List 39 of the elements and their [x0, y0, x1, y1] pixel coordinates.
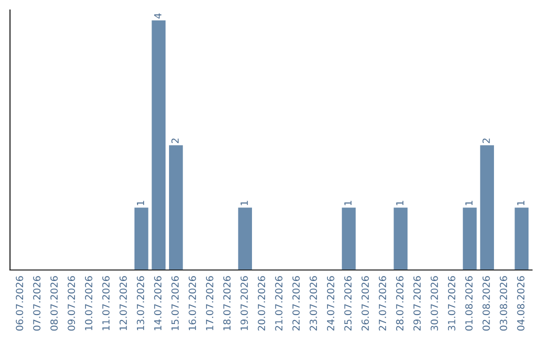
x-tick-label: 12.07.2026 [120, 276, 127, 330]
x-tick-label: 28.07.2026 [396, 276, 404, 331]
x-tick-label: 15.07.2026 [171, 276, 179, 330]
x-tick-label: 21.07.2026 [275, 276, 282, 331]
x-tick-label: 03.08.2026 [500, 276, 508, 331]
x-tick-label: 30.07.2026 [430, 276, 438, 330]
x-tick-label: 07.07.2026 [33, 276, 40, 331]
x-tick-label: 25.07.2026 [344, 276, 352, 331]
data-label: 1 [396, 200, 404, 206]
x-tick-label: 20.07.2026 [258, 276, 266, 331]
x-tick-label: 27.07.2026 [378, 276, 386, 331]
x-tick-label: 06.07.2026 [16, 276, 24, 331]
x-tick-label: 26.07.2026 [362, 276, 369, 331]
x-tick-label: 02.08.2026 [482, 276, 490, 331]
data-label: 1 [465, 200, 472, 206]
x-tick-label: 17.07.2026 [206, 276, 214, 330]
x-tick-label: 22.07.2026 [292, 276, 300, 331]
x-tick-label: 29.07.2026 [413, 276, 421, 331]
data-label: 1 [517, 200, 524, 206]
x-tick-label: 18.07.2026 [223, 276, 231, 330]
x-tick-label: 23.07.2026 [310, 276, 318, 331]
x-tick-label: 01.08.2026 [465, 276, 473, 331]
x-tick-label: 31.07.2026 [448, 276, 456, 330]
x-tick-label: 19.07.2026 [240, 276, 248, 330]
data-label: 2 [482, 138, 490, 144]
x-tick-label: 08.07.2026 [50, 276, 58, 331]
x-tick-label: 09.07.2026 [68, 276, 76, 331]
x-tick-label: 10.07.2026 [84, 276, 92, 330]
data-label: 4 [154, 13, 162, 19]
data-label: 1 [136, 200, 144, 206]
x-tick-label: 11.07.2026 [102, 276, 110, 330]
x-tick-label: 16.07.2026 [188, 276, 196, 330]
data-label: 1 [240, 200, 248, 206]
x-tick-label: 14.07.2026 [154, 276, 162, 330]
x-tick-label: 24.07.2026 [326, 276, 334, 331]
x-tick-label: 13.07.2026 [136, 276, 144, 330]
data-label: 1 [344, 200, 352, 206]
x-tick-label: 04.08.2026 [517, 276, 524, 331]
data-label: 2 [171, 138, 179, 144]
